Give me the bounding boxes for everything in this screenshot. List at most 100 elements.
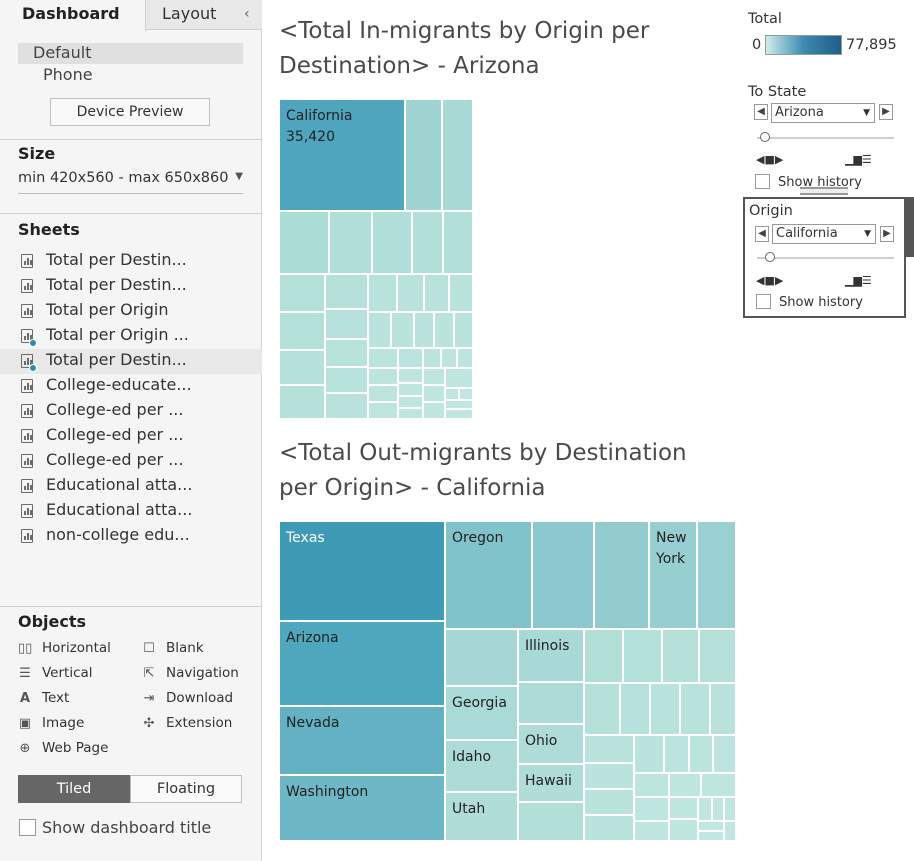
treemap-cell[interactable]: [442, 99, 473, 211]
treemap-cell[interactable]: [368, 402, 398, 419]
treemap-cell[interactable]: [325, 339, 368, 367]
object-horizontal[interactable]: ▯▯ Horizontal: [18, 640, 111, 656]
color-legend-ramp[interactable]: [765, 35, 842, 55]
treemap-cell[interactable]: [397, 274, 424, 312]
treemap-cell[interactable]: [434, 312, 454, 348]
object-navigation[interactable]: ⇱ Navigation: [142, 665, 239, 681]
treemap-cell[interactable]: [325, 367, 368, 393]
playback-controls-icon[interactable]: ◀■▶: [756, 274, 784, 287]
treemap-cell[interactable]: [518, 682, 584, 724]
treemap-cell[interactable]: [423, 368, 445, 385]
origin-slider-track[interactable]: [757, 257, 894, 259]
to-state-history-checkbox[interactable]: [755, 174, 770, 189]
treemap-cell[interactable]: [279, 385, 325, 419]
treemap-cell[interactable]: [368, 368, 398, 385]
object-vertical[interactable]: ☰ Vertical: [18, 665, 92, 681]
treemap-cell[interactable]: [279, 312, 325, 350]
treemap-cell[interactable]: [594, 521, 649, 629]
device-default[interactable]: Default: [33, 43, 92, 62]
tiled-button[interactable]: Tiled: [18, 775, 130, 803]
treemap-cell[interactable]: [423, 385, 445, 402]
next-value-icon[interactable]: ▶: [879, 104, 893, 120]
treemap-cell[interactable]: [584, 763, 634, 789]
treemap-cell[interactable]: [724, 821, 736, 841]
filter-menu-tab[interactable]: [906, 197, 914, 257]
treemap-cell[interactable]: [669, 797, 698, 819]
treemap-cell[interactable]: [398, 368, 423, 383]
object-blank[interactable]: ☐ Blank: [142, 640, 204, 656]
treemap-cell[interactable]: [532, 521, 594, 629]
device-preview-button[interactable]: Device Preview: [50, 98, 210, 126]
treemap-cell[interactable]: [423, 402, 445, 419]
treemap-cell[interactable]: [664, 735, 689, 773]
origin-dropdown[interactable]: California ▼: [772, 224, 876, 244]
device-phone[interactable]: Phone: [43, 65, 93, 84]
treemap-cell[interactable]: [279, 274, 325, 312]
next-value-icon[interactable]: ▶: [880, 226, 894, 242]
treemap-cell[interactable]: [634, 735, 664, 773]
object-text[interactable]: A Text: [18, 690, 69, 706]
treemap-cell[interactable]: [424, 274, 449, 312]
treemap-cell-new-york[interactable]: New York: [649, 521, 697, 629]
playback-controls-icon[interactable]: ◀■▶: [756, 153, 784, 166]
treemap-cell[interactable]: [634, 773, 669, 797]
treemap-cell[interactable]: [698, 831, 724, 841]
collapse-pane-icon[interactable]: ‹: [244, 6, 250, 22]
treemap-cell-california[interactable]: California 35,420: [279, 99, 405, 211]
treemap-cell[interactable]: [398, 396, 423, 408]
treemap-cell[interactable]: [445, 368, 473, 388]
treemap-cell[interactable]: [459, 388, 473, 400]
treemap-cell[interactable]: [698, 797, 712, 821]
treemap-cell[interactable]: [368, 274, 397, 312]
sheet-item[interactable]: Total per Destin...: [0, 274, 262, 299]
treemap-cell[interactable]: [329, 211, 372, 274]
treemap-cell[interactable]: [325, 274, 368, 309]
treemap-cell-ohio[interactable]: Ohio: [518, 724, 584, 764]
object-image[interactable]: ▣ Image: [18, 715, 84, 731]
move-handle[interactable]: [800, 187, 848, 195]
treemap-cell[interactable]: [623, 629, 662, 683]
prev-value-icon[interactable]: ◀: [755, 226, 769, 242]
treemap-cell[interactable]: [405, 99, 442, 211]
sheet-item[interactable]: Total per Origin ...: [0, 324, 262, 349]
treemap-cell[interactable]: [391, 312, 414, 348]
treemap-cell[interactable]: [457, 348, 473, 368]
treemap-cell[interactable]: [412, 211, 443, 274]
treemap-cell[interactable]: [414, 312, 434, 348]
treemap-cell[interactable]: [650, 683, 680, 735]
to-state-dropdown[interactable]: Arizona ▼: [771, 103, 875, 123]
treemap-cell[interactable]: [689, 735, 713, 773]
treemap-cell[interactable]: [445, 629, 518, 686]
treemap-cell[interactable]: [398, 383, 423, 396]
treemap-cell[interactable]: [325, 309, 368, 339]
treemap-cell-utah[interactable]: Utah: [445, 792, 518, 841]
treemap-cell-illinois[interactable]: Illinois: [518, 629, 584, 682]
origin-filter-card[interactable]: Origin ◀ California ▼ ▶ ◀■▶ ▁▆☰ Show his…: [743, 197, 906, 318]
treemap-cell[interactable]: [669, 773, 701, 797]
sheet-item[interactable]: College-ed per ...: [0, 424, 262, 449]
treemap-cell[interactable]: [279, 211, 329, 274]
treemap-cell-oregon[interactable]: Oregon: [445, 521, 532, 629]
treemap-cell[interactable]: [713, 735, 736, 773]
treemap-cell[interactable]: [699, 629, 736, 683]
treemap-cell[interactable]: [325, 393, 368, 419]
treemap-cell[interactable]: [279, 350, 325, 385]
treemap-cell[interactable]: [724, 797, 736, 821]
sheet-item[interactable]: non-college edu...: [0, 524, 262, 549]
sheet-item[interactable]: Educational atta...: [0, 499, 262, 524]
sheet-item[interactable]: College-ed per ...: [0, 399, 262, 424]
treemap-cell[interactable]: [372, 211, 412, 274]
to-state-slider-knob[interactable]: [760, 132, 770, 142]
treemap-cell[interactable]: [398, 408, 423, 419]
prev-value-icon[interactable]: ◀: [754, 104, 768, 120]
treemap-cell[interactable]: [584, 629, 623, 683]
treemap-cell[interactable]: [669, 819, 698, 841]
treemap-cell-hawaii[interactable]: Hawaii: [518, 764, 584, 802]
treemap-cell[interactable]: [445, 388, 459, 400]
show-title-checkbox[interactable]: [19, 819, 36, 836]
treemap-cell[interactable]: [620, 683, 650, 735]
treemap-cell[interactable]: [423, 348, 441, 368]
treemap-cell[interactable]: [701, 773, 736, 797]
floating-button[interactable]: Floating: [130, 775, 242, 803]
treemap-cell[interactable]: [634, 797, 669, 821]
